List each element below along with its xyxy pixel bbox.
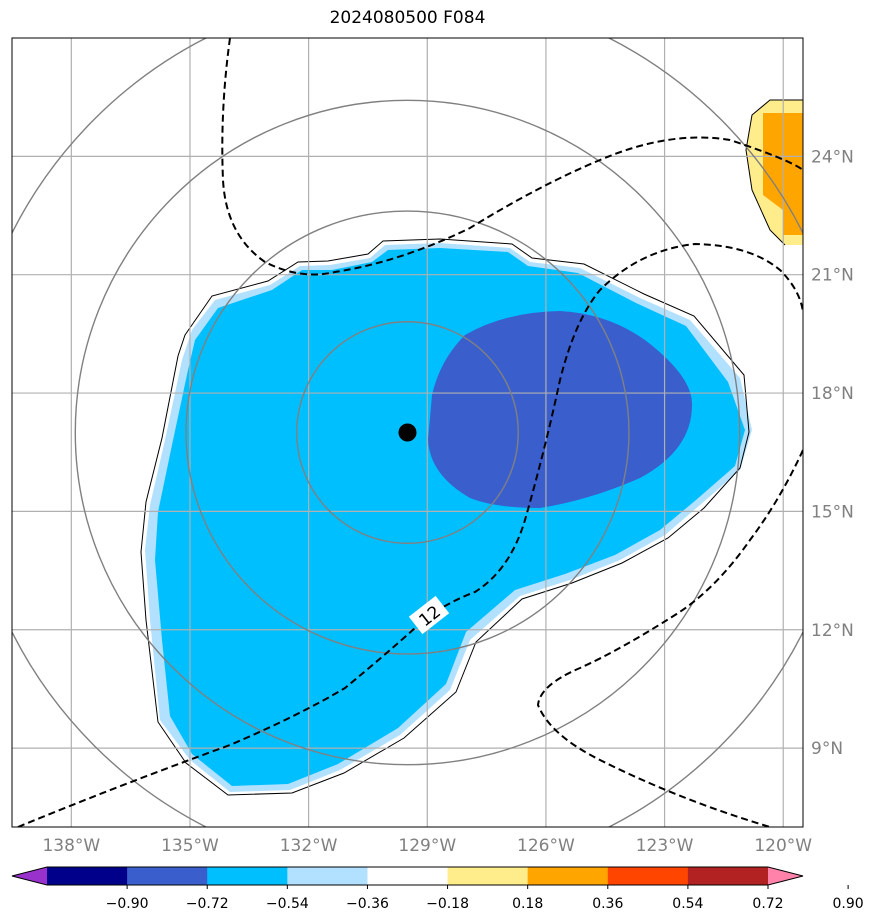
longitude-label: 129°W — [398, 836, 456, 856]
colorbar — [11, 866, 804, 886]
colorbar-outline — [11, 866, 804, 886]
range-ring — [185, 210, 630, 655]
colorbar-tick-label: −0.36 — [346, 896, 389, 912]
range-ring — [296, 321, 519, 544]
colorbar-segment — [287, 867, 368, 885]
anomaly-outline — [140, 238, 750, 796]
colorbar-tick-label: 0.72 — [752, 896, 783, 912]
colorbar-tick-label: −0.54 — [266, 896, 309, 912]
longitude-label: 135°W — [161, 836, 219, 856]
contour-right — [536, 449, 803, 827]
colorbar-segment — [527, 867, 609, 885]
contour-left-arc — [221, 38, 803, 276]
longitude-labels: 138°W 135°W 132°W 129°W 126°W 123°W 120°W — [42, 836, 812, 856]
map-title: 2024080500 F084 — [329, 8, 486, 28]
colorbar-segment — [367, 867, 449, 885]
latitude-label: 9°N — [811, 739, 843, 759]
colorbar-segment — [447, 867, 529, 885]
latitude-label: 18°N — [811, 384, 854, 404]
colorbar-segment — [127, 867, 208, 885]
latitude-label: 15°N — [811, 502, 854, 522]
colorbar-tick-label: −0.18 — [426, 896, 469, 912]
range-rings — [12, 38, 803, 827]
colorbar-tick-label: 0.90 — [833, 896, 864, 912]
contour-12 — [17, 242, 803, 827]
longitude-label: 138°W — [42, 836, 100, 856]
longitude-label: 123°W — [636, 836, 694, 856]
anomaly-field-sky-blue — [155, 248, 745, 786]
longitude-label: 132°W — [280, 836, 338, 856]
colorbar-segment — [607, 867, 689, 885]
longitude-label: 126°W — [517, 836, 575, 856]
range-ring — [74, 99, 741, 766]
colorbar-extend-high — [768, 867, 803, 885]
dashed-contours — [17, 38, 803, 827]
colorbar-extend-low — [12, 867, 47, 885]
latitude-labels: 9°N 12°N 15°N 18°N 21°N 24°N — [811, 147, 854, 759]
latitude-label: 21°N — [811, 266, 854, 286]
map-frame — [11, 37, 804, 828]
colorbar-tick-label: 0.36 — [592, 896, 623, 912]
orange-outline — [745, 99, 803, 246]
colorbar-segment — [687, 867, 769, 885]
colorbar-labels: −0.90 −0.72 −0.54 −0.36 −0.18 0.18 0.36 0.54 0.7… — [106, 885, 864, 912]
colorbar-tick-label: −0.72 — [186, 896, 229, 912]
colorbar-segment — [207, 867, 288, 885]
anomaly-field-royal-blue — [428, 311, 693, 508]
longitude-label: 120°W — [754, 836, 812, 856]
colorbar-tick-label: 0.18 — [512, 896, 543, 912]
latitude-label: 24°N — [811, 147, 854, 167]
map-area: 12 — [12, 38, 803, 827]
graticule — [12, 38, 803, 827]
colorbar-tick-label: −0.90 — [106, 896, 149, 912]
contour-label-bg — [408, 595, 450, 635]
storm-center-marker — [398, 423, 417, 442]
colorbar-segment — [47, 867, 128, 885]
colorbar-tick-label: 0.54 — [672, 896, 703, 912]
latitude-label: 12°N — [811, 621, 854, 641]
